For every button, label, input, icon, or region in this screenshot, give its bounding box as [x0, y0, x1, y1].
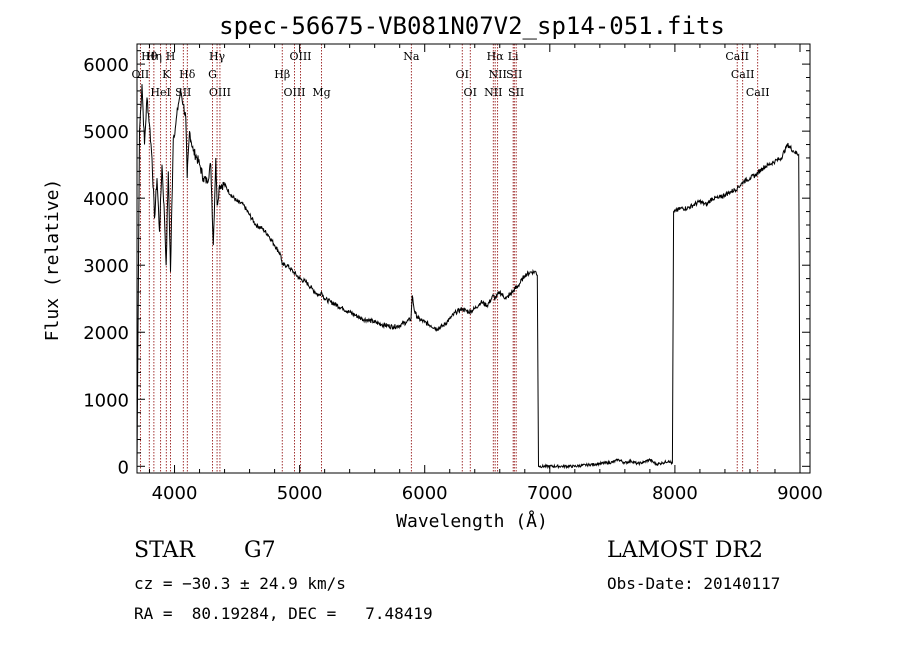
coordinates: RA = 80.19284, DEC = 7.48419: [134, 604, 433, 623]
x-tick-label: 6000: [402, 483, 448, 504]
x-axis-label: Wavelength (Å): [396, 510, 548, 532]
spectral-line-label: OIII: [209, 86, 231, 99]
plot-frame: [136, 43, 811, 474]
axis-ticks: 4000 5000 6000 7000 8000 9000 0 1000 2000 3000 400…: [83, 44, 823, 504]
spectral-line-label: OI: [456, 68, 469, 81]
object-subclass: G7: [244, 538, 276, 563]
spectrum-line: [136, 84, 801, 470]
chart-title: spec-56675-VB081N07V2_sp14-051.fits: [219, 12, 725, 40]
y-axis-label: Flux (relative): [42, 179, 63, 342]
spectral-line-label: Hη: [146, 50, 162, 63]
redshift-text: cz = −30.3 ± 24.9 km/s: [134, 574, 346, 593]
y-tick-label: 6000: [83, 55, 129, 76]
object-class: STAR: [134, 538, 195, 563]
spectral-line-label: Hα: [487, 50, 505, 63]
spectral-line-label: H: [166, 50, 176, 63]
spectral-line-label: OI: [464, 86, 477, 99]
spectral-line-label: NII: [484, 86, 502, 99]
spectral-line-label: CaII: [725, 50, 749, 63]
spectral-line-label: SII: [508, 86, 524, 99]
spectral-line-label: Na: [403, 50, 420, 63]
survey-name: LAMOST DR2: [607, 538, 763, 563]
y-tick-label: 2000: [83, 323, 129, 344]
spectral-line-label: Hγ: [209, 50, 226, 63]
y-tick-label: 4000: [83, 189, 129, 210]
obs-date: Obs-Date: 20140117: [607, 574, 781, 593]
y-tick-label: 5000: [83, 122, 129, 143]
y-tick-label: 1000: [83, 390, 129, 411]
y-tick-label: 0: [118, 457, 129, 478]
x-tick-label: 5000: [277, 483, 323, 504]
x-tick-label: 4000: [152, 483, 198, 504]
spectral-line-label: OIII: [283, 86, 305, 99]
spectral-line-label: OII: [132, 68, 150, 81]
spectral-line-label: Mg: [312, 86, 330, 99]
spectral-line-label: SII: [175, 86, 191, 99]
spectral-line-label: HeI: [150, 86, 170, 99]
spectral-line-label: Hβ: [274, 68, 290, 81]
x-tick-label: 7000: [527, 483, 573, 504]
spectral-line-label: Li: [508, 50, 519, 63]
spectral-line-label: SII: [506, 68, 522, 81]
spectral-line-label: K: [162, 68, 171, 81]
spectral-line-label: OIII: [289, 50, 311, 63]
x-tick-label: 9000: [777, 483, 823, 504]
y-tick-label: 3000: [83, 256, 129, 277]
x-tick-label: 8000: [652, 483, 698, 504]
spectral-line-label: G: [208, 68, 217, 81]
spectral-line-label: CaII: [746, 86, 770, 99]
spectral-line-label: Hδ: [179, 68, 196, 81]
spectral-line-label: CaII: [731, 68, 755, 81]
spectral-line-label: NII: [488, 68, 506, 81]
